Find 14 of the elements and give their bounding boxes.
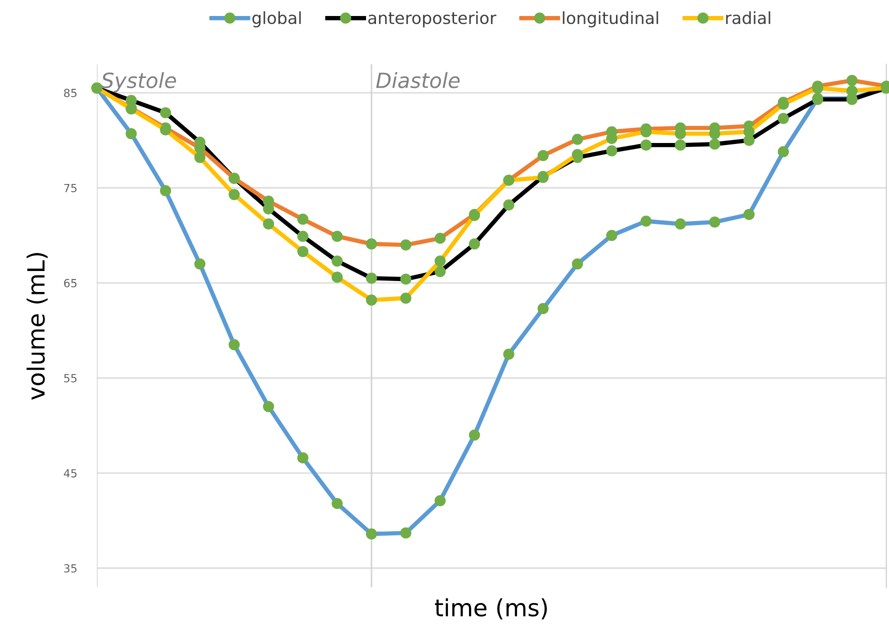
y-tick-label: 65 (64, 278, 76, 288)
y-axis-title: volume (mL) (26, 252, 48, 400)
legend-label: global (252, 11, 301, 28)
y-tick-label: 35 (64, 564, 76, 573)
annotation: Diastole (376, 72, 460, 88)
y-tick-label: 85 (64, 88, 76, 98)
y-tick-label: 45 (64, 469, 76, 478)
legend-label: radial (726, 11, 770, 24)
x-axis-title: time (ms) (434, 598, 547, 620)
legend-label: longitudinal (562, 11, 658, 28)
legend-label: anteroposterior (368, 11, 496, 28)
y-tick-label: 75 (64, 184, 76, 192)
y-tick-label: 55 (64, 374, 76, 382)
annotation: Systole (101, 72, 176, 92)
